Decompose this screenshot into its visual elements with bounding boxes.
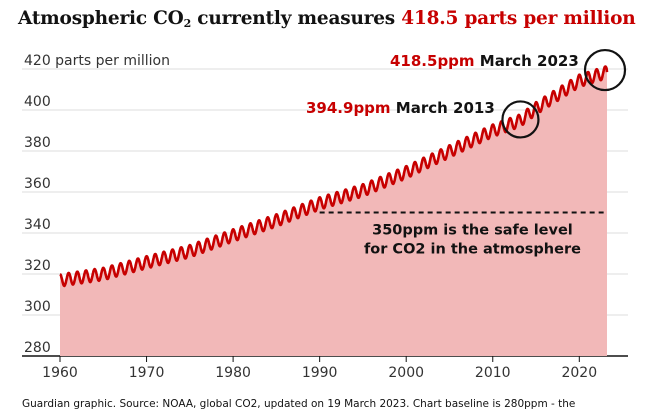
title-part2: currently measures: [191, 8, 402, 29]
title-highlight: 418.5 parts per million: [401, 8, 636, 29]
reference-layer: 350ppm is the safe level for CO2 in the a…: [319, 211, 606, 258]
y-tick-label: 360: [24, 176, 51, 192]
title-subscript: 2: [183, 17, 192, 30]
y-tick-label: 280: [24, 340, 51, 356]
safe-level-label-line1: 350ppm is the safe level: [372, 223, 573, 239]
x-tick-label: 1960: [42, 365, 78, 381]
y-tick-label: 380: [24, 135, 51, 151]
x-tick-label: 1990: [302, 365, 338, 381]
source-note: Guardian graphic. Source: NOAA, global C…: [22, 398, 576, 410]
safe-level-label-line2: for CO2 in the atmosphere: [364, 242, 581, 258]
annotation-circle: [501, 100, 540, 139]
label-layer: 280 300 320 340 360 380 400 420 parts per milli…: [24, 53, 597, 381]
annotation-label: 418.5ppm March 2023: [390, 52, 579, 70]
annotation-date: March 2023: [480, 52, 579, 70]
y-tick-label: 400: [24, 94, 51, 110]
x-tick-label: 2020: [561, 365, 597, 381]
y-tick-label: 300: [24, 299, 51, 315]
x-tick-label: 2010: [475, 365, 511, 381]
annotation-date: March 2013: [396, 99, 495, 117]
co2-area: [60, 66, 607, 356]
annotation-label: 394.9ppm March 2013: [306, 99, 495, 117]
x-tick-label: 1980: [215, 365, 251, 381]
x-tick-label: 2000: [388, 365, 424, 381]
annotation-value: 418.5ppm: [390, 52, 480, 70]
y-tick-label: 420 parts per million: [24, 53, 170, 69]
y-tick-label: 320: [24, 258, 51, 274]
chart-title: Atmospheric CO2 currently measures 418.5…: [18, 8, 636, 30]
annotation-value: 394.9ppm: [306, 99, 396, 117]
x-tick-label: 1970: [129, 365, 165, 381]
annotation-circle: [583, 48, 627, 92]
area-layer: [60, 66, 607, 356]
title-part1: Atmospheric CO: [18, 8, 184, 29]
co2-line: [59, 65, 609, 288]
line-layer: [59, 65, 609, 288]
y-tick-label: 340: [24, 217, 51, 233]
annotation-layer: 394.9ppm March 2013 418.5ppm March 2023: [306, 48, 627, 139]
